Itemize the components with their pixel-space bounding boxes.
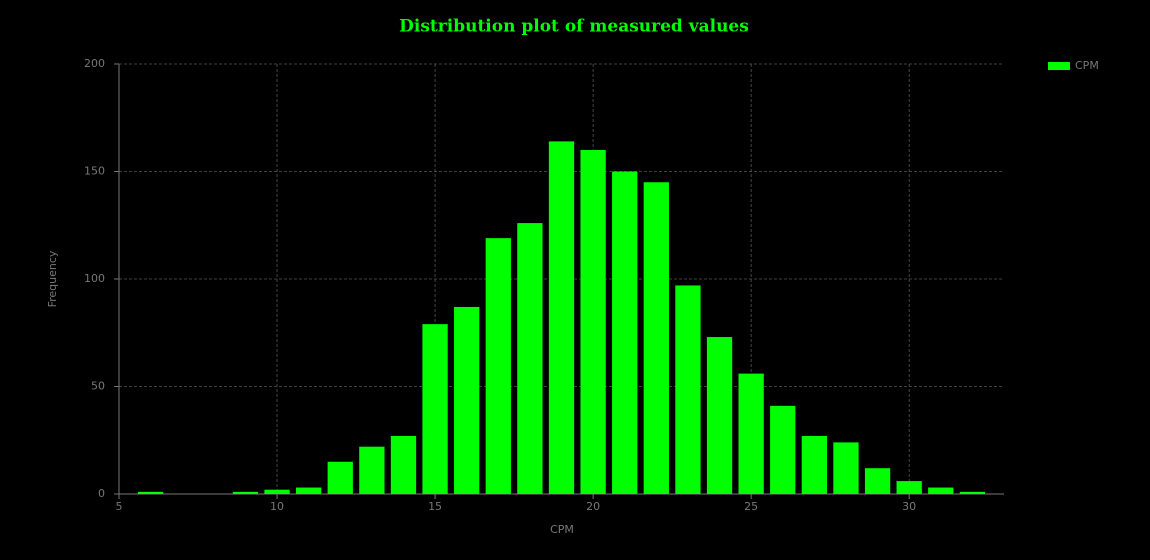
bar bbox=[675, 285, 701, 494]
bar bbox=[422, 324, 448, 494]
y-tick-label: 0 bbox=[98, 487, 105, 500]
bar bbox=[959, 491, 986, 494]
bar bbox=[612, 171, 638, 494]
legend-label: CPM bbox=[1075, 59, 1099, 72]
bar bbox=[580, 150, 606, 494]
bar bbox=[359, 446, 385, 494]
y-tick-label: 150 bbox=[84, 165, 105, 178]
chart-title: Distribution plot of measured values bbox=[399, 17, 749, 37]
bar bbox=[327, 461, 353, 494]
bar bbox=[896, 481, 922, 494]
y-tick-label: 100 bbox=[84, 272, 105, 285]
bar bbox=[706, 337, 733, 494]
bar bbox=[454, 306, 480, 494]
x-tick-label: 20 bbox=[586, 500, 600, 513]
bar bbox=[485, 238, 511, 494]
y-axis-label: Frequency bbox=[46, 250, 59, 307]
bar bbox=[738, 373, 764, 494]
x-tick-label: 10 bbox=[270, 500, 284, 513]
bar bbox=[264, 489, 290, 494]
bar bbox=[833, 442, 859, 494]
bar bbox=[548, 141, 575, 494]
x-tick-label: 15 bbox=[428, 500, 442, 513]
bar bbox=[864, 468, 891, 494]
y-tick-label: 200 bbox=[84, 57, 105, 70]
bar bbox=[517, 223, 543, 494]
bar bbox=[643, 182, 669, 494]
x-tick-label: 30 bbox=[902, 500, 916, 513]
bar bbox=[928, 487, 954, 494]
bar bbox=[390, 435, 417, 494]
legend-swatch bbox=[1048, 62, 1070, 70]
x-tick-label: 5 bbox=[116, 500, 123, 513]
y-tick-label: 50 bbox=[91, 380, 105, 393]
bar bbox=[137, 491, 164, 494]
x-tick-label: 25 bbox=[744, 500, 758, 513]
bar bbox=[770, 405, 796, 494]
bar bbox=[232, 491, 259, 494]
bar bbox=[296, 487, 322, 494]
bar bbox=[801, 435, 827, 494]
x-axis-label: CPM bbox=[550, 523, 574, 536]
